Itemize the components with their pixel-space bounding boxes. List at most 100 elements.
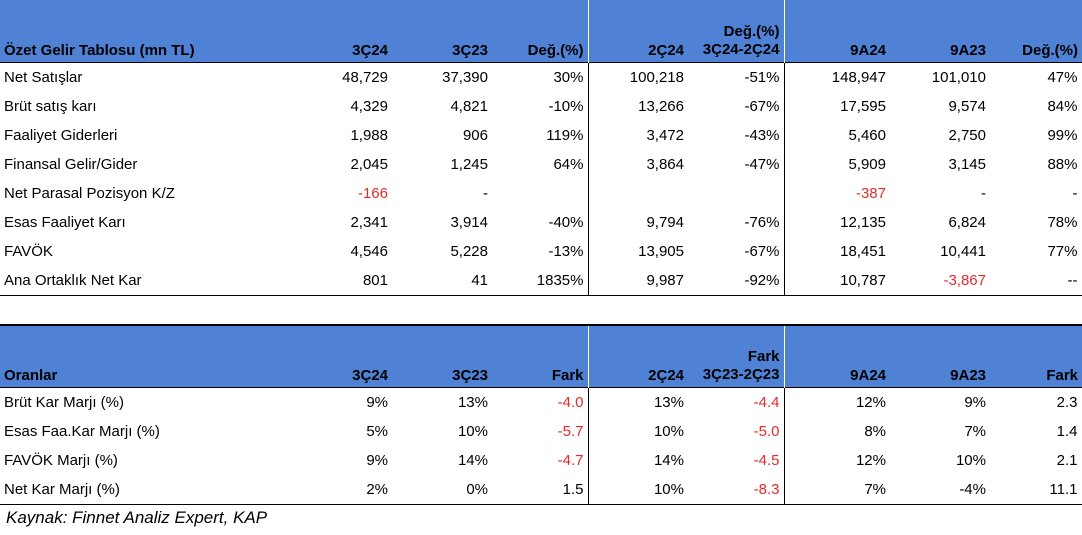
- income-cell: -166: [357, 184, 388, 202]
- ratios-cell: 13%: [587, 387, 688, 417]
- ratios-cell: 13%: [457, 393, 488, 411]
- income-row: Net Satışlar 48,729 37,390 30% 100,218 -51% 14…: [0, 62, 1082, 92]
- income-header-9m24: 9A24: [783, 0, 890, 62]
- income-cell: -51%: [744, 68, 780, 86]
- income-cell: 30%: [553, 68, 584, 86]
- ratios-row: Net Kar Marjı (%) 2% 0% 1.5 10% -8.3 7% -4% 11.1: [0, 474, 1082, 505]
- income-cell: --: [990, 265, 1082, 296]
- income-row-label: Faaliyet Giderleri: [4, 126, 118, 144]
- income-cell: -3,867: [890, 265, 990, 296]
- ratios-cell: 14%: [587, 445, 688, 475]
- income-header-title: Özet Gelir Tablosu (mn TL): [0, 0, 292, 62]
- income-cell: 3,864: [587, 149, 688, 179]
- income-cell: 64%: [553, 155, 584, 173]
- ratios-cell: -5.0: [753, 422, 780, 440]
- income-row-label: Finansal Gelir/Gider: [4, 155, 138, 173]
- income-cell: -92%: [688, 265, 784, 296]
- ratios-header-9m-diff: Fark: [990, 325, 1082, 387]
- income-cell: -13%: [548, 242, 584, 260]
- income-row-label: Ana Ortaklık Net Kar: [0, 265, 292, 296]
- income-cell: 1835%: [492, 265, 588, 296]
- ratios-header-title: Oranlar: [0, 325, 292, 387]
- ratios-cell: 11.1: [990, 474, 1082, 505]
- income-cell: 1,988: [350, 126, 388, 144]
- ratios-cell: -4.4: [753, 393, 780, 411]
- ratios-cell: -4.5: [753, 451, 780, 469]
- income-cell: 5,909: [783, 149, 890, 179]
- ratios-row-label: Net Kar Marjı (%): [0, 474, 292, 505]
- income-cell: -: [981, 184, 986, 202]
- ratios-cell: 10%: [955, 451, 986, 469]
- income-header-9m-change: Değ.(%): [990, 0, 1082, 62]
- income-cell: 37,390: [442, 68, 488, 86]
- income-row: Net Parasal Pozisyon K/Z -166- -387- -: [0, 178, 1082, 208]
- ratios-header-2q24: 2Ç24: [587, 325, 688, 387]
- income-cell: 101,010: [931, 68, 986, 86]
- income-cell: [688, 179, 784, 208]
- income-cell: 1,245: [450, 155, 488, 173]
- income-cell: 4,546: [350, 242, 388, 260]
- income-cell: 100,218: [587, 62, 688, 92]
- ratios-cell: 12%: [783, 445, 890, 475]
- income-cell: 3,145: [948, 155, 986, 173]
- income-cell: 4,329: [350, 97, 388, 115]
- ratios-header-9m23: 9A23: [890, 325, 990, 387]
- income-cell: 5,460: [783, 120, 890, 150]
- ratios-row: Brüt Kar Marjı (%) 9% 13% -4.0 13% -4.4 12% 9% 2…: [0, 387, 1082, 417]
- ratios-cell: 9%: [366, 451, 388, 469]
- income-cell: 77%: [990, 236, 1082, 266]
- ratios-table: Oranlar 3Ç24 3Ç23 Fark 2Ç24 Fark 3Ç23-2Ç…: [0, 324, 1082, 505]
- income-row: Brüt satış karı 4,329 4,821 -10% 13,266 -67% 1…: [0, 91, 1082, 121]
- ratios-cell: -8.3: [688, 474, 784, 505]
- ratios-cell: 10%: [457, 422, 488, 440]
- income-cell: 119%: [546, 126, 584, 144]
- ratios-cell: 10%: [587, 474, 688, 505]
- income-row: Finansal Gelir/Gider 2,045 1,245 64% 3,864 -4…: [0, 149, 1082, 179]
- income-row: Esas Faaliyet Karı 2,341 3,914 -40% 9,794 -76…: [0, 207, 1082, 237]
- ratios-cell: -4.7: [557, 451, 584, 469]
- income-cell: 99%: [990, 120, 1082, 150]
- source-note: Kaynak: Finnet Analiz Expert, KAP: [6, 508, 268, 527]
- income-cell: 9,574: [948, 97, 986, 115]
- income-cell: 2,045: [350, 155, 388, 173]
- income-cell: 3,472: [587, 120, 688, 150]
- income-header-qoq: Değ.(%) 3Ç24-2Ç24: [688, 0, 784, 62]
- ratios-cell: 9%: [366, 393, 388, 411]
- income-header-qoq-top: Değ.(%): [723, 22, 780, 40]
- income-cell: 9,794: [587, 207, 688, 237]
- income-cell: -47%: [744, 155, 780, 173]
- income-cell: 4,821: [450, 97, 488, 115]
- ratios-header-qoq: Fark 3Ç23-2Ç23: [688, 325, 784, 387]
- ratios-header-3q23: 3Ç23: [392, 325, 492, 387]
- ratios-header-qoq-bottom: 3Ç23-2Ç23: [702, 365, 780, 383]
- ratios-cell: 5%: [366, 422, 388, 440]
- ratios-body: Brüt Kar Marjı (%) 9% 13% -4.0 13% -4.4 12% 9% 2…: [0, 387, 1082, 505]
- income-cell: 13,905: [587, 236, 688, 266]
- income-cell: 13,266: [587, 91, 688, 121]
- income-cell: 84%: [990, 91, 1082, 121]
- income-cell: 41: [392, 265, 492, 296]
- income-cell: 48,729: [342, 68, 388, 86]
- income-cell: 47%: [990, 62, 1082, 92]
- ratios-cell: 0%: [392, 474, 492, 505]
- ratios-cell: 14%: [457, 451, 488, 469]
- ratios-cell: 2%: [292, 474, 392, 505]
- ratios-header-row: Oranlar 3Ç24 3Ç23 Fark 2Ç24 Fark 3Ç23-2Ç…: [0, 325, 1082, 387]
- income-cell: 10,787: [783, 265, 890, 296]
- income-cell: -: [990, 178, 1082, 208]
- income-statement-table: Özet Gelir Tablosu (mn TL) 3Ç24 3Ç23 Değ…: [0, 0, 1082, 296]
- income-row-label: FAVÖK: [4, 242, 53, 260]
- ratios-header-9m24: 9A24: [783, 325, 890, 387]
- income-header-3q23: 3Ç23: [392, 0, 492, 62]
- income-cell: 5,228: [450, 242, 488, 260]
- income-row-label: Esas Faaliyet Karı: [4, 213, 126, 231]
- income-header-yoy: Değ.(%): [492, 0, 588, 62]
- income-row-label: Net Parasal Pozisyon K/Z: [4, 184, 175, 202]
- ratios-row: FAVÖK Marjı (%) 9% 14% -4.7 14% -4.5 12% 10% 2.1: [0, 445, 1082, 475]
- income-cell: 10,441: [940, 242, 986, 260]
- income-cell: 906: [462, 126, 488, 144]
- income-row: FAVÖK 4,546 5,228 -13% 13,905 -67% 18,451 10,44…: [0, 236, 1082, 266]
- income-cell: 17,595: [783, 91, 890, 121]
- income-cell: 3,914: [450, 213, 488, 231]
- ratios-header-diff: Fark: [492, 325, 588, 387]
